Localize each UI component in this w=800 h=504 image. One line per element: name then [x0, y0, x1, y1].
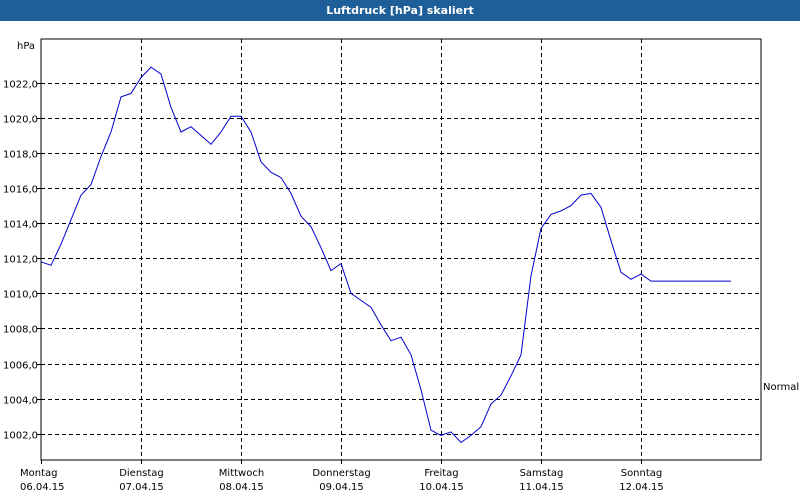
x-tick-label-date: 10.04.15 — [419, 482, 464, 493]
y-tick-label: 1018,0 — [3, 150, 38, 161]
y-tick-label: 1002,0 — [3, 431, 38, 442]
x-tick-label-date: 06.04.15 — [20, 482, 65, 493]
y-tick-label: 1014,0 — [3, 220, 38, 231]
y-tick-label: 1010,0 — [3, 290, 38, 301]
y-tick-label: 1008,0 — [3, 325, 38, 336]
x-tick-label-day: Montag — [20, 468, 57, 479]
normal-label: Normal — [763, 382, 799, 393]
y-tick-label: 1020,0 — [3, 115, 38, 126]
x-tick-label-date: 07.04.15 — [119, 482, 164, 493]
x-tick-label-date: 11.04.15 — [519, 482, 564, 493]
x-tick-label-date: 09.04.15 — [319, 482, 364, 493]
y-tick-label: 1022,0 — [3, 80, 38, 91]
x-tick-label-day: Freitag — [424, 468, 458, 479]
y-tick-label: 1012,0 — [3, 255, 38, 266]
y-tick-label: 1004,0 — [3, 396, 38, 407]
plot-frame — [40, 38, 762, 461]
x-tick-label-day: Dienstag — [119, 468, 164, 479]
x-tick-label-day: Sonntag — [621, 468, 663, 479]
x-tick-label-date: 12.04.15 — [619, 482, 664, 493]
chart-area: 1002,0 1004,0 1006,0 1008,0 1010,0 1012,0 1014… — [0, 21, 800, 500]
pressure-line-chart: 1002,0 1004,0 1006,0 1008,0 1010,0 1012,0 1014… — [3, 38, 799, 493]
y-tick-label: 1006,0 — [3, 361, 38, 372]
x-tick-label-date: 08.04.15 — [219, 482, 264, 493]
y-axis-label: hPa — [17, 41, 35, 52]
y-tick-label: 1016,0 — [3, 185, 38, 196]
x-tick-label-day: Donnerstag — [312, 468, 370, 479]
x-tick-label-day: Samstag — [520, 468, 564, 479]
x-tick-label-day: Mittwoch — [219, 468, 264, 479]
pressure-series-line — [40, 66, 731, 444]
window-title: Luftdruck [hPa] skaliert — [0, 0, 800, 21]
